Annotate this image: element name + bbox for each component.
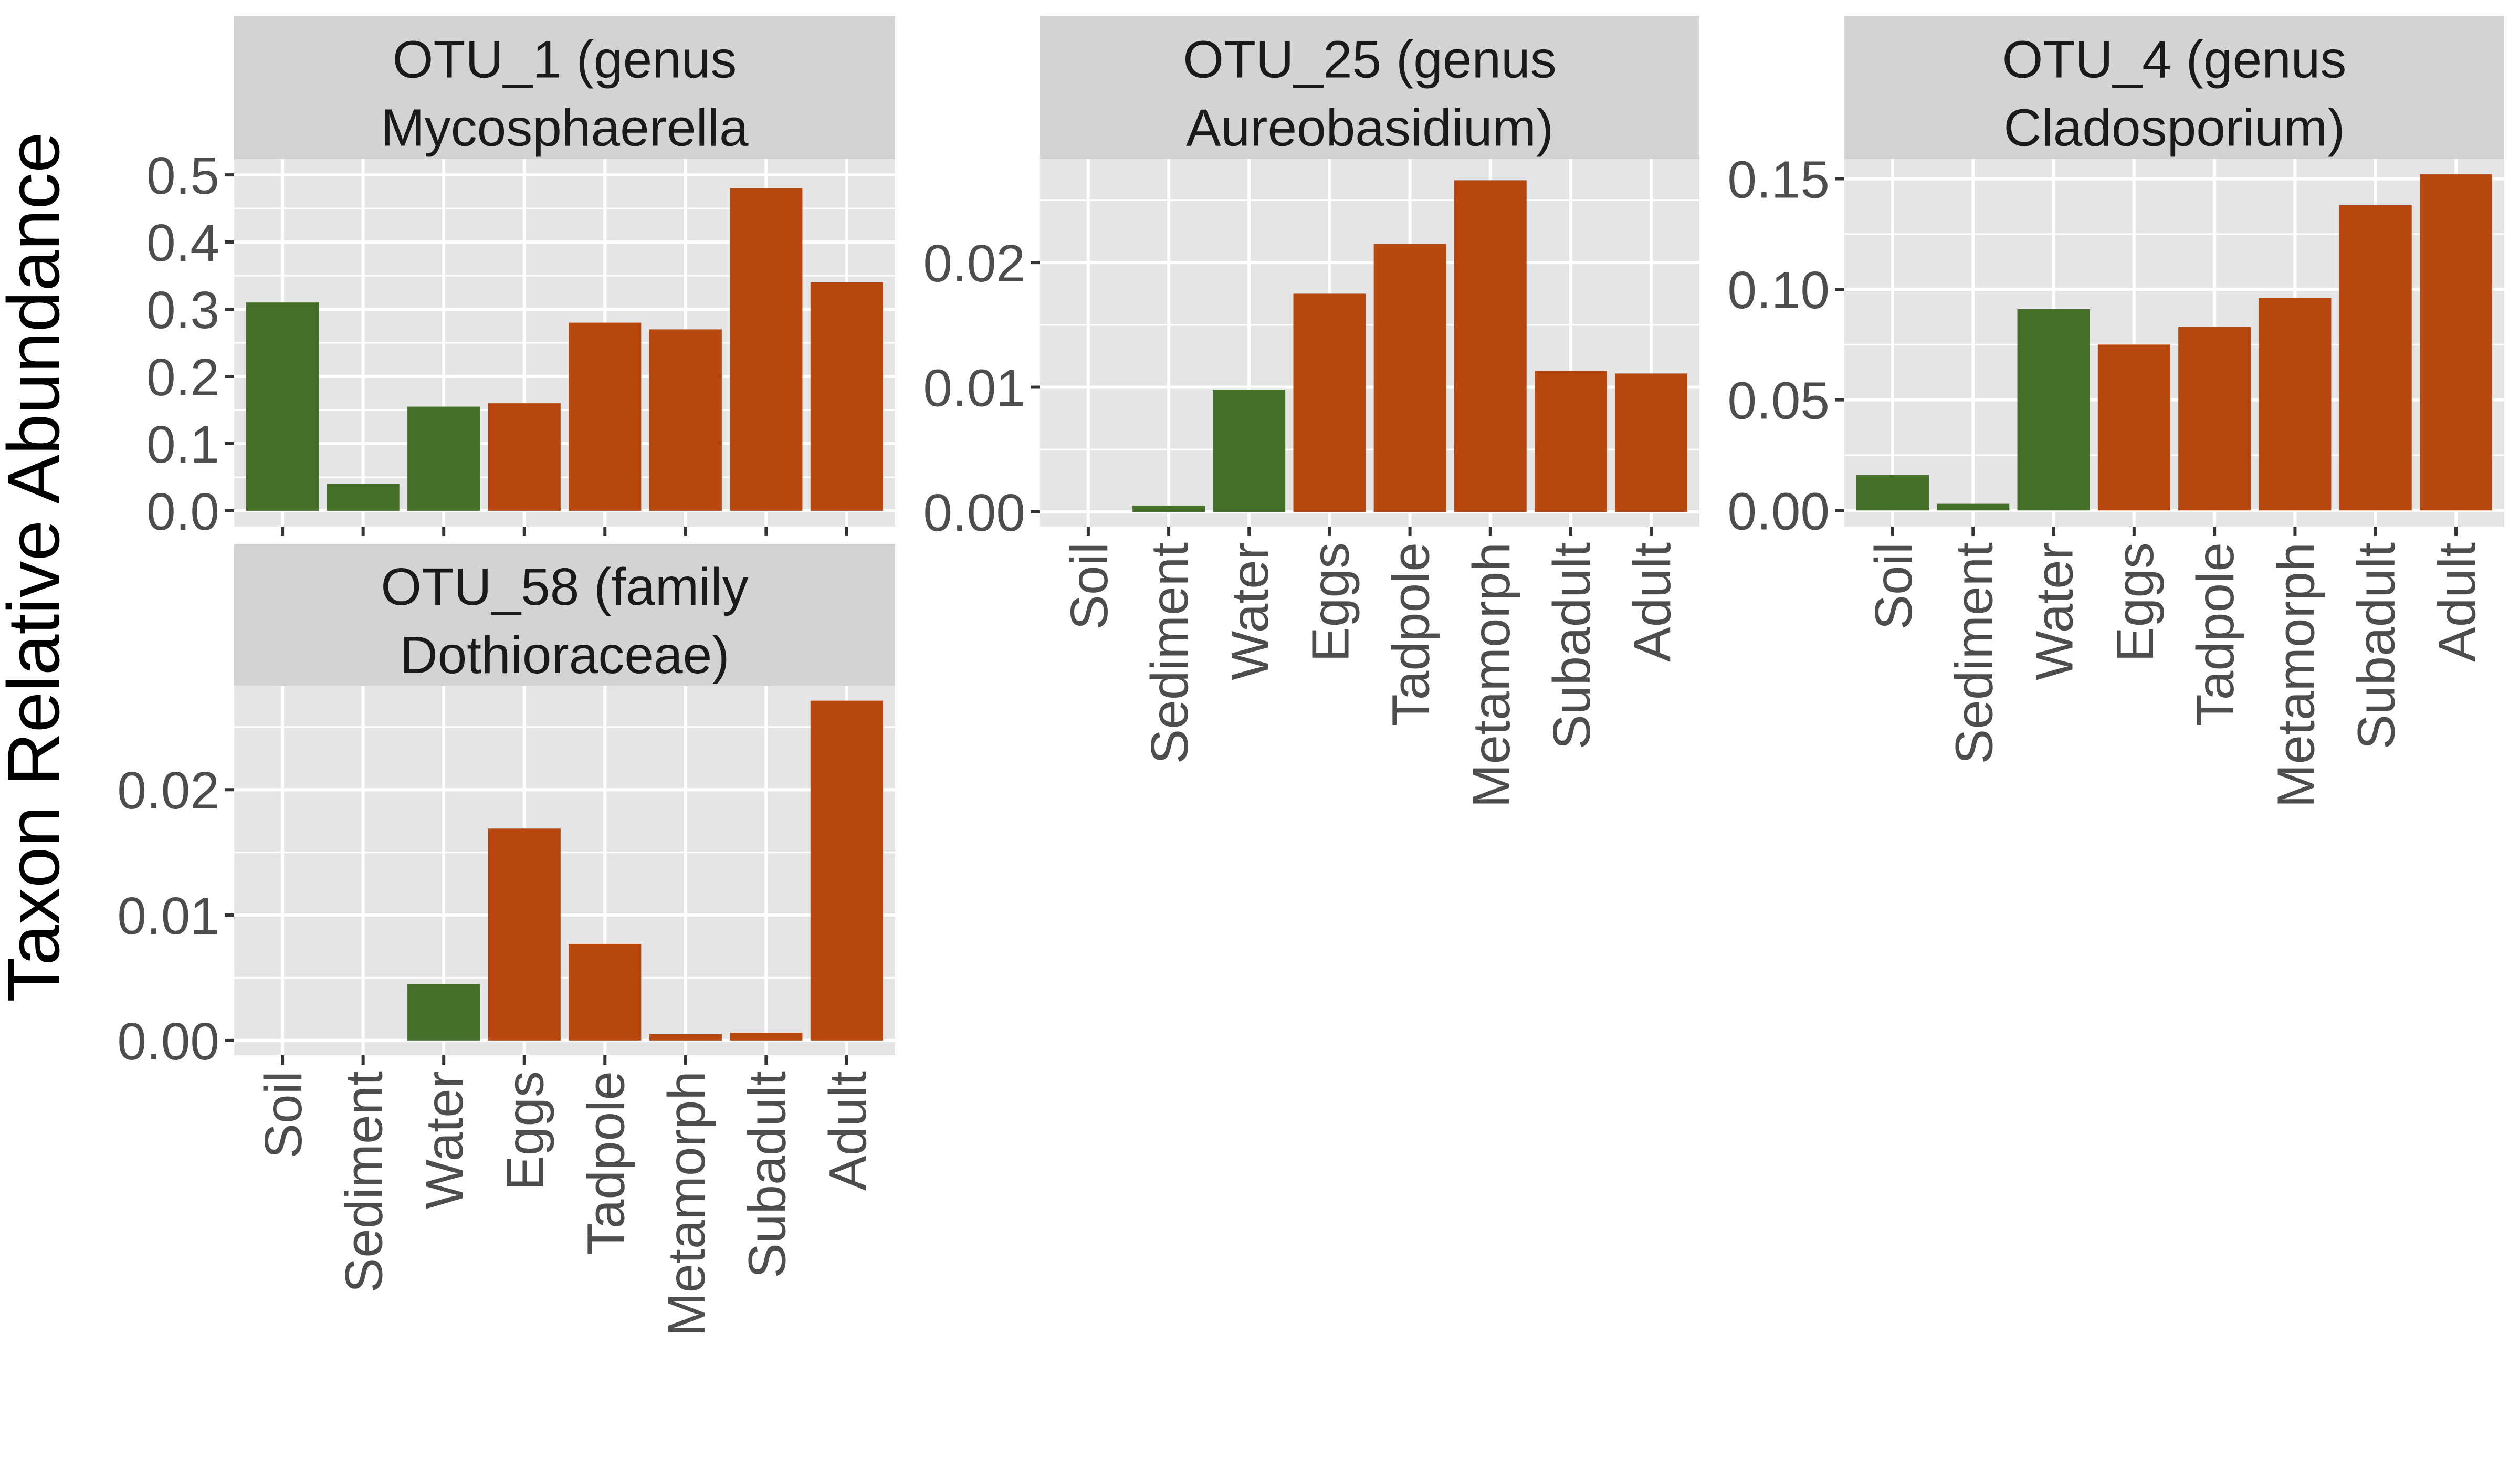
bar-tadpole xyxy=(1373,244,1446,512)
bar-eggs xyxy=(488,403,561,511)
facet-panel: OTU_4 (genus Cladosporium) 0.00 0.05 0.10 0.1… xyxy=(1727,16,2504,808)
y-tick-label: 0.00 xyxy=(117,1012,219,1071)
x-tick-label: Metamorph xyxy=(657,1071,716,1337)
x-tick-label: Subadult xyxy=(1542,542,1601,750)
y-tick-label: 0.00 xyxy=(1727,482,1830,541)
bar-soil xyxy=(1856,475,1929,511)
x-tick-label: Soil xyxy=(254,1071,313,1159)
bar-sediment xyxy=(1937,503,2010,511)
y-tick-label: 0.15 xyxy=(1727,150,1830,209)
bar-water xyxy=(2017,309,2090,511)
bar-tadpole xyxy=(569,943,642,1041)
y-tick-label: 0.5 xyxy=(146,146,219,205)
bar-tadpole xyxy=(2178,327,2251,511)
facet-title-line: OTU_4 (genus xyxy=(2002,30,2347,89)
bar-subadult xyxy=(730,1033,803,1041)
y-tick-label: 0.1 xyxy=(146,415,219,474)
x-tick-label: Subadult xyxy=(738,1071,796,1278)
y-tick-label: 0.2 xyxy=(146,348,219,407)
facet-title-line: OTU_25 (genus xyxy=(1183,30,1556,89)
x-tick-label: Water xyxy=(415,1071,474,1209)
facet-panel: OTU_1 (genus Mycosphaerella 0.0 0.1 0.2 0.3 0.… xyxy=(146,16,895,541)
y-tick-label: 0.01 xyxy=(923,359,1025,418)
bar-eggs xyxy=(1293,293,1366,512)
bar-water xyxy=(407,406,480,511)
facet-grid: OTU_1 (genus Mycosphaerella 0.0 0.1 0.2 0.3 0.… xyxy=(117,16,2504,1337)
x-tick-label: Metamorph xyxy=(2266,542,2325,808)
bar-sediment xyxy=(327,484,400,511)
x-tick-label: Sediment xyxy=(335,1071,394,1293)
facet-panel: OTU_58 (family Dothioraceae) 0.00 0.01 0.02 S… xyxy=(117,544,895,1337)
facet-title-line: OTU_1 (genus xyxy=(393,30,737,89)
x-tick-label: Soil xyxy=(1864,542,1923,630)
x-tick-label: Subadult xyxy=(2347,542,2406,750)
facet-strip xyxy=(234,544,895,686)
x-tick-label: Soil xyxy=(1060,542,1119,630)
bar-adult xyxy=(810,282,883,511)
y-tick-label: 0.02 xyxy=(923,234,1025,293)
facet-title-line: Aureobasidium) xyxy=(1186,99,1553,158)
facet-title-line: Cladosporium) xyxy=(2003,99,2345,158)
bar-metamorph xyxy=(649,1034,722,1041)
x-tick-label: Eggs xyxy=(496,1071,555,1191)
panel-background xyxy=(234,686,895,1055)
bar-adult xyxy=(810,700,883,1041)
bar-eggs xyxy=(488,828,561,1041)
x-tick-label: Metamorph xyxy=(1462,542,1521,808)
x-tick-label: Adult xyxy=(818,1071,877,1191)
facet-strip xyxy=(1040,16,1699,159)
bar-subadult xyxy=(2339,205,2412,511)
facet-title-line: OTU_58 (family xyxy=(381,558,748,616)
bar-soil xyxy=(246,302,319,511)
y-tick-label: 0.10 xyxy=(1727,261,1830,320)
y-tick-label: 0.0 xyxy=(146,482,219,541)
y-tick-label: 0.4 xyxy=(146,214,219,272)
x-tick-label: Tadpole xyxy=(576,1071,635,1255)
x-tick-label: Eggs xyxy=(1301,542,1360,662)
bar-tadpole xyxy=(569,322,642,511)
x-tick-label: Sediment xyxy=(1945,542,2003,764)
facet-title-line: Mycosphaerella xyxy=(381,99,749,158)
x-tick-label: Tadpole xyxy=(1382,542,1441,726)
bar-metamorph xyxy=(649,329,722,511)
y-axis-label: Taxon Relative Abundance xyxy=(0,132,75,1002)
x-tick-label: Tadpole xyxy=(2186,542,2245,726)
facet-strip xyxy=(1844,16,2504,159)
bar-water xyxy=(1213,390,1286,512)
x-tick-label: Eggs xyxy=(2106,542,2165,662)
y-tick-label: 0.05 xyxy=(1727,372,1830,430)
facet-panel: OTU_25 (genus Aureobasidium) 0.00 0.01 0.02 S… xyxy=(923,16,1699,808)
bar-metamorph xyxy=(1454,180,1527,512)
bar-sediment xyxy=(1132,506,1205,512)
x-tick-label: Water xyxy=(2025,542,2084,680)
x-tick-label: Sediment xyxy=(1140,542,1199,764)
y-tick-label: 0.00 xyxy=(923,484,1025,542)
y-tick-label: 0.3 xyxy=(146,281,219,340)
bar-adult xyxy=(2420,174,2493,511)
y-tick-label: 0.02 xyxy=(117,761,219,820)
x-tick-label: Adult xyxy=(1623,542,1682,662)
y-tick-label: 0.01 xyxy=(117,887,219,946)
bar-subadult xyxy=(730,188,803,511)
bar-eggs xyxy=(2097,344,2170,511)
bar-subadult xyxy=(1535,371,1607,512)
facet-title-line: Dothioraceae) xyxy=(400,626,729,685)
x-tick-label: Water xyxy=(1221,542,1279,680)
facet-strip xyxy=(234,16,895,159)
bar-metamorph xyxy=(2259,298,2332,511)
x-tick-label: Adult xyxy=(2428,542,2486,662)
bar-water xyxy=(407,984,480,1041)
bar-adult xyxy=(1615,373,1688,512)
